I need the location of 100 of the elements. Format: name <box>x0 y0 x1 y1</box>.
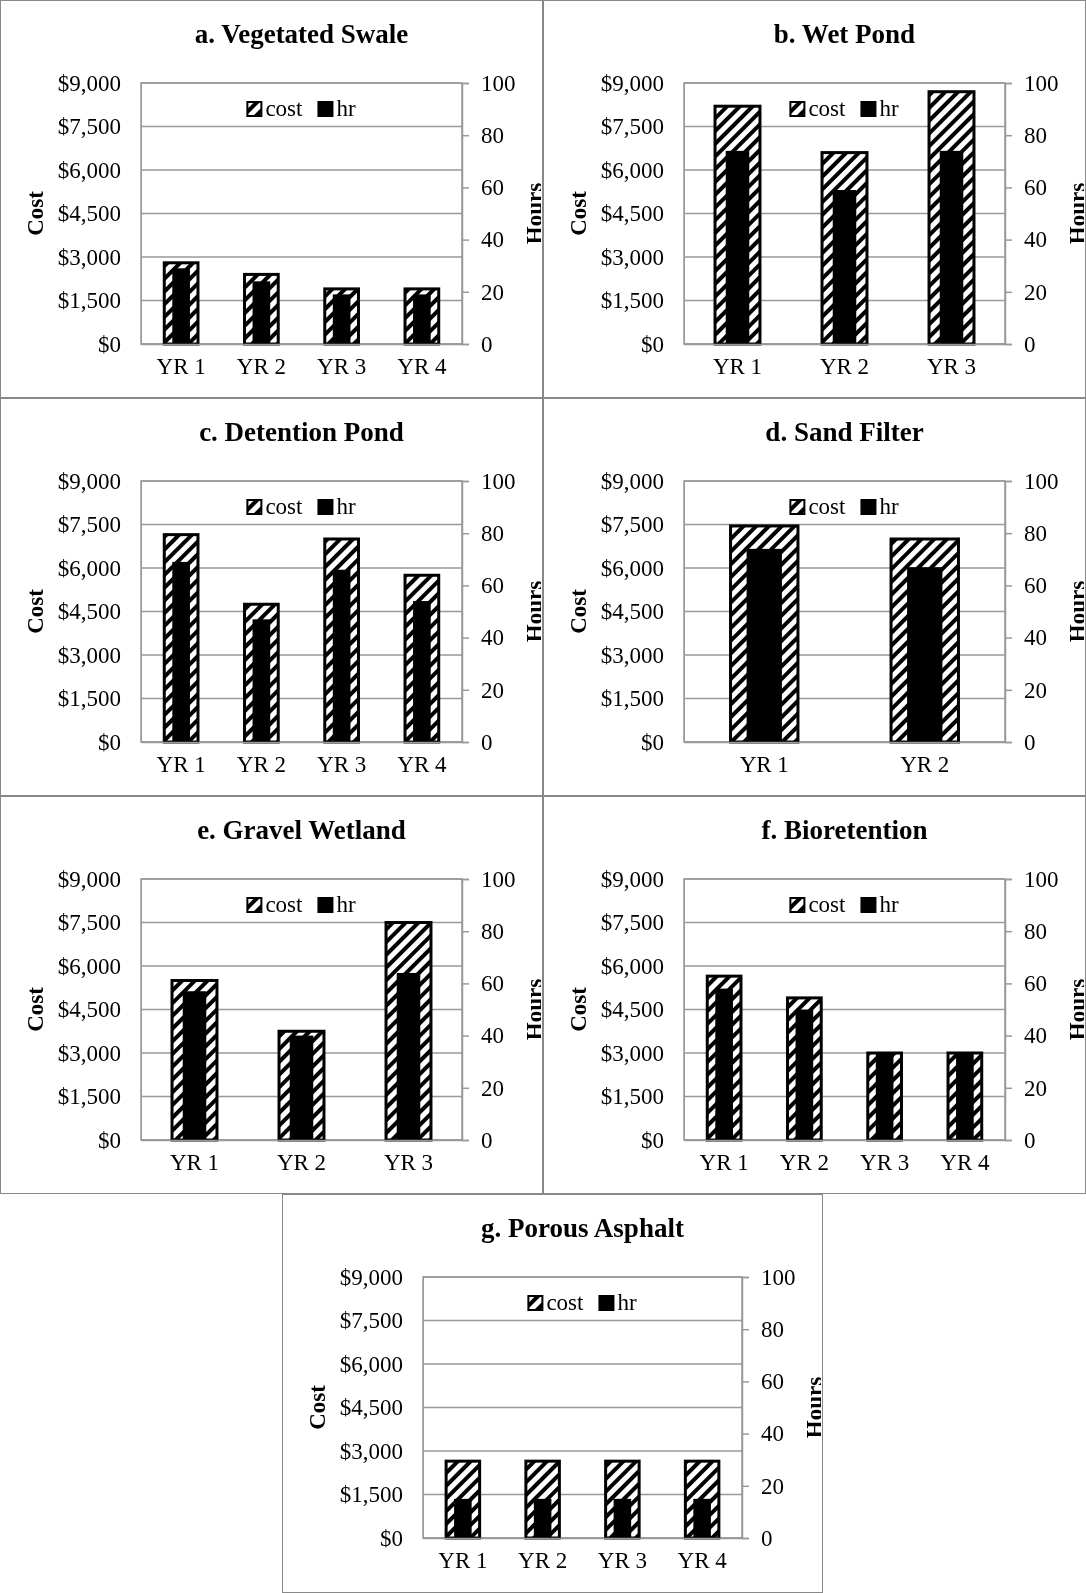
y-tick-label: $7,500 <box>339 1308 403 1334</box>
y-tick-label: $1,500 <box>57 288 121 314</box>
y-tick-label: $0 <box>98 331 121 357</box>
y-axis-title: Cost <box>23 588 48 634</box>
y-tick-label: $7,500 <box>57 512 121 538</box>
x-tick-label: YR 1 <box>156 354 206 380</box>
x-tick-label: YR 4 <box>677 1548 728 1574</box>
y-axis-title: Cost <box>305 1384 330 1430</box>
x-tick-label: YR 4 <box>397 354 447 380</box>
y2-tick-label: 0 <box>1024 331 1036 357</box>
y2-tick-label: 100 <box>481 866 516 892</box>
y-tick-label: $0 <box>98 1127 121 1153</box>
y2-tick-label: 80 <box>481 123 504 149</box>
y2-tick-label: 20 <box>481 279 504 305</box>
y-tick-label: $4,500 <box>339 1395 403 1421</box>
y-axis-title: Cost <box>23 986 48 1032</box>
y-tick-label: $1,500 <box>57 1084 121 1110</box>
y-tick-label: $9,000 <box>600 866 664 892</box>
x-tick-label: YR 1 <box>438 1548 488 1574</box>
y2-tick-label: 100 <box>1024 70 1059 96</box>
y2-tick-label: 100 <box>1024 468 1059 494</box>
x-tick-label: YR 3 <box>860 1150 910 1176</box>
y-axis-title: Cost <box>566 588 591 634</box>
y2-tick-label: 20 <box>481 677 504 703</box>
y2-tick-label: 60 <box>1024 971 1047 997</box>
y-tick-label: $1,500 <box>600 288 664 314</box>
legend-label: hr <box>617 1290 637 1315</box>
y2-tick-label: 60 <box>1024 573 1047 599</box>
y2-tick-label: 40 <box>481 625 504 651</box>
x-tick-label: YR 1 <box>699 1150 749 1176</box>
legend-label: cost <box>546 1290 585 1315</box>
y-tick-label: $7,500 <box>57 114 121 140</box>
y2-tick-label: 20 <box>481 1075 504 1101</box>
y2-tick-label: 40 <box>481 1023 504 1049</box>
x-tick-label: YR 2 <box>236 752 286 778</box>
y-tick-label: $6,000 <box>339 1351 403 1377</box>
y-tick-label: $4,500 <box>600 997 664 1023</box>
y-tick-label: $1,500 <box>339 1482 403 1508</box>
x-tick-label: YR 3 <box>317 752 367 778</box>
x-tick-label: YR 1 <box>739 752 789 778</box>
y-tick-label: $7,500 <box>600 910 664 936</box>
chart-title: a. Vegetated Swale <box>194 19 409 49</box>
chart-title: b. Wet Pond <box>773 19 916 49</box>
y-tick-label: $1,500 <box>600 1084 664 1110</box>
y2-tick-label: 80 <box>761 1317 784 1343</box>
x-tick-label: YR 1 <box>712 354 763 380</box>
y-tick-label: $7,500 <box>600 512 664 538</box>
x-tick-label: YR 3 <box>926 354 977 380</box>
y-tick-label: $7,500 <box>600 114 664 140</box>
y-tick-label: $1,500 <box>600 686 664 712</box>
chart-title: e. Gravel Wetland <box>197 815 406 845</box>
y-tick-label: $3,000 <box>57 642 121 668</box>
y-tick-label: $3,000 <box>57 244 121 270</box>
y-tick-label: $0 <box>380 1525 403 1551</box>
y-tick-label: $4,500 <box>57 997 121 1023</box>
y-tick-label: $9,000 <box>57 70 121 96</box>
y-tick-label: $6,000 <box>57 953 121 979</box>
y-tick-label: $3,000 <box>600 1040 664 1066</box>
y-tick-label: $6,000 <box>600 157 664 183</box>
y2-tick-label: 0 <box>1024 729 1036 755</box>
legend-label: cost <box>808 892 847 917</box>
chart-title: g. Porous Asphalt <box>481 1213 684 1243</box>
y2-tick-label: 60 <box>481 573 504 599</box>
y-tick-label: $0 <box>98 729 121 755</box>
y2-tick-label: 20 <box>1024 279 1047 305</box>
y-tick-label: $9,000 <box>57 866 121 892</box>
y2-tick-label: 40 <box>1024 227 1047 253</box>
x-tick-label: YR 4 <box>397 752 447 778</box>
y-axis-title: Cost <box>566 190 591 236</box>
x-tick-label: YR 4 <box>940 1150 990 1176</box>
y2-tick-label: 40 <box>481 227 504 253</box>
y-tick-label: $9,000 <box>57 468 121 494</box>
y-tick-label: $4,500 <box>57 599 121 625</box>
y2-tick-label: 0 <box>481 729 493 755</box>
y-tick-label: $3,000 <box>339 1438 403 1464</box>
legend-label: hr <box>336 494 356 519</box>
y2-tick-label: 80 <box>1024 123 1047 149</box>
y2-tick-label: 20 <box>1024 1075 1047 1101</box>
y2-tick-label: 0 <box>1024 1127 1036 1153</box>
y2-tick-label: 80 <box>481 919 504 945</box>
y2-tick-label: 60 <box>481 175 504 201</box>
y2-tick-label: 80 <box>1024 521 1047 547</box>
y2-tick-label: 0 <box>481 1127 493 1153</box>
y-tick-label: $6,000 <box>57 555 121 581</box>
y-tick-label: $6,000 <box>600 953 664 979</box>
x-tick-label: YR 2 <box>779 1150 829 1176</box>
x-tick-label: YR 2 <box>236 354 286 380</box>
x-tick-label: YR 2 <box>819 354 870 380</box>
y-tick-label: $3,000 <box>600 244 664 270</box>
x-tick-label: YR 1 <box>169 1150 220 1176</box>
chart-title: f. Bioretention <box>761 815 928 845</box>
chart-title: d. Sand Filter <box>765 417 924 447</box>
y-tick-label: $4,500 <box>600 599 664 625</box>
legend-label: hr <box>336 96 356 121</box>
legend-label: cost <box>808 96 847 121</box>
y-tick-label: $9,000 <box>339 1264 403 1290</box>
y2-tick-label: 100 <box>481 468 516 494</box>
y2-tick-label: 40 <box>1024 625 1047 651</box>
legend-label: cost <box>265 892 304 917</box>
y-tick-label: $0 <box>641 1127 664 1153</box>
